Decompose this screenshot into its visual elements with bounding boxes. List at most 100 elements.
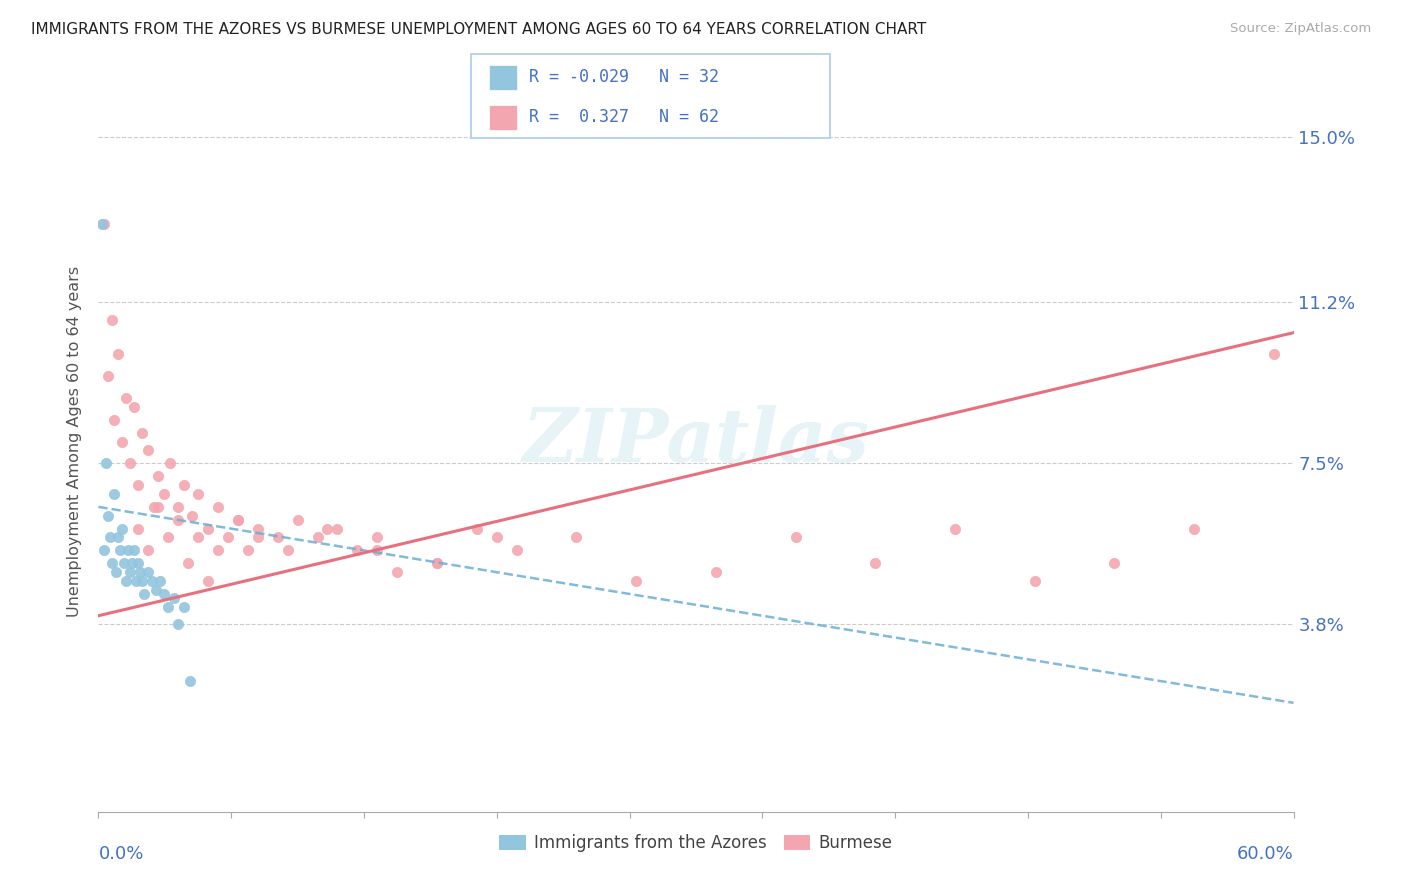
Point [287,513,309,527]
Point [101,312,124,326]
Point [366,543,388,558]
Point [704,565,727,579]
Point [148,500,170,514]
Point [136,565,159,579]
Point [117,543,139,558]
Point [246,530,269,544]
Point [506,543,529,558]
Point [157,600,180,615]
Point [785,530,807,544]
Point [97,369,120,384]
Point [98,530,122,544]
Point [366,530,388,544]
Point [145,582,167,597]
Point [157,530,180,544]
Point [167,500,190,514]
Point [120,456,142,470]
Text: ZIPatlas: ZIPatlas [523,405,869,478]
Point [111,522,134,536]
Point [148,469,170,483]
Point [187,487,209,501]
Point [163,591,186,606]
Point [207,543,229,558]
Point [307,530,329,544]
Point [181,508,204,523]
Point [426,557,449,571]
Point [111,434,134,449]
Point [110,543,132,558]
Point [943,522,966,536]
Point [103,413,125,427]
Point [197,574,219,588]
Point [385,565,409,579]
Text: Source: ZipAtlas.com: Source: ZipAtlas.com [1230,22,1371,36]
Point [112,557,135,571]
Point [1263,347,1285,361]
Text: 0.0%: 0.0% [98,845,143,863]
Point [865,557,887,571]
Point [97,508,120,523]
Point [124,400,146,414]
Point [131,574,153,588]
Point [131,425,153,440]
Point [153,487,176,501]
Text: R =  0.327   N = 62: R = 0.327 N = 62 [529,108,718,126]
Text: R = -0.029   N = 32: R = -0.029 N = 32 [529,69,718,87]
Point [93,217,115,231]
Point [127,478,149,492]
Point [167,617,190,632]
Point [107,530,129,544]
Legend: Immigrants from the Azores, Burmese: Immigrants from the Azores, Burmese [492,828,900,859]
Point [136,443,159,458]
Point [167,513,190,527]
Text: IMMIGRANTS FROM THE AZORES VS BURMESE UNEMPLOYMENT AMONG AGES 60 TO 64 YEARS COR: IMMIGRANTS FROM THE AZORES VS BURMESE UN… [31,22,927,37]
Text: 60.0%: 60.0% [1237,845,1294,863]
Point [115,391,138,405]
Point [1104,557,1126,571]
Point [153,587,176,601]
Point [101,557,124,571]
Point [346,543,368,558]
Point [93,543,115,558]
Point [129,565,152,579]
Point [565,530,588,544]
Point [96,456,118,470]
Point [197,522,219,536]
Point [277,543,299,558]
Point [136,543,159,558]
Point [127,522,149,536]
Point [187,530,209,544]
Point [143,500,166,514]
Point [236,543,259,558]
Point [217,530,239,544]
Point [226,513,249,527]
Point [159,456,181,470]
Point [107,347,129,361]
Point [173,478,195,492]
Point [207,500,229,514]
Point [141,574,163,588]
Point [267,530,290,544]
Point [177,557,200,571]
Point [120,565,142,579]
Point [179,674,201,689]
Point [465,522,488,536]
Point [326,522,349,536]
Point [246,522,269,536]
Point [121,557,143,571]
Point [134,587,156,601]
Point [173,600,195,615]
Point [124,543,146,558]
Point [316,522,339,536]
Point [426,557,449,571]
Point [91,217,114,231]
Point [105,565,128,579]
Point [125,574,148,588]
Point [626,574,648,588]
Point [127,557,149,571]
Point [103,487,125,501]
Point [149,574,172,588]
Point [226,513,249,527]
Point [1182,522,1205,536]
Point [1024,574,1046,588]
